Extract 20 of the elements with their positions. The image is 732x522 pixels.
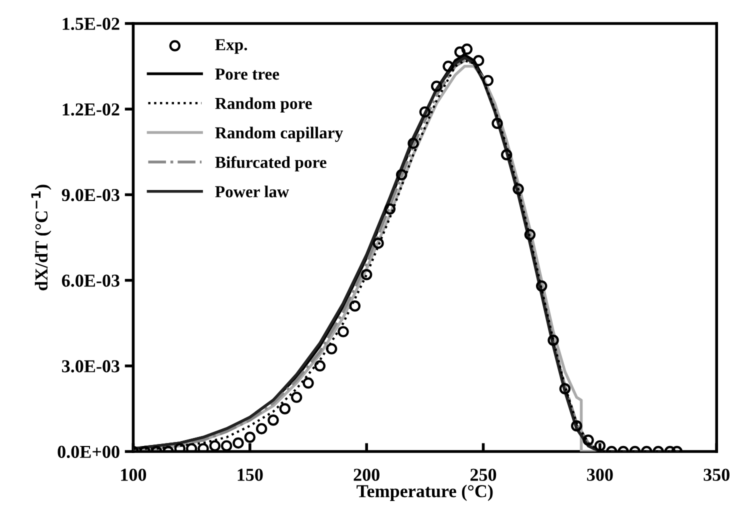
legend-label: Random pore: [215, 97, 312, 112]
x-axis-title: Temperature (°C): [356, 484, 493, 501]
x-tick-label: 250: [470, 468, 496, 481]
legend-label: Pore tree: [215, 68, 280, 80]
x-tick-label: 350: [704, 468, 730, 481]
y-tick-label: 1.2E-02: [62, 103, 120, 116]
x-tick-label: 300: [587, 468, 613, 481]
y-tick-label: 1.5E-02: [62, 18, 120, 30]
x-tick-label: 150: [238, 468, 263, 481]
y-tick-label: 9.0E-03: [62, 188, 120, 202]
y-axis-title: dX/dT (°C$^{−1}$): [31, 184, 52, 290]
x-tick-label: 200: [354, 468, 380, 481]
y-tick-label: 3.0E-03: [62, 360, 120, 372]
legend-label: Bifurcated pore: [215, 156, 326, 172]
x-tick-label: 100: [121, 468, 146, 481]
legend-label: Exp.: [215, 39, 248, 54]
y-tick-label: 6.0E-03: [62, 274, 120, 287]
y-tick-label: 0.0E+00: [58, 446, 120, 458]
legend-label: Power law: [215, 186, 290, 198]
legend-label: Random capillary: [215, 126, 343, 142]
